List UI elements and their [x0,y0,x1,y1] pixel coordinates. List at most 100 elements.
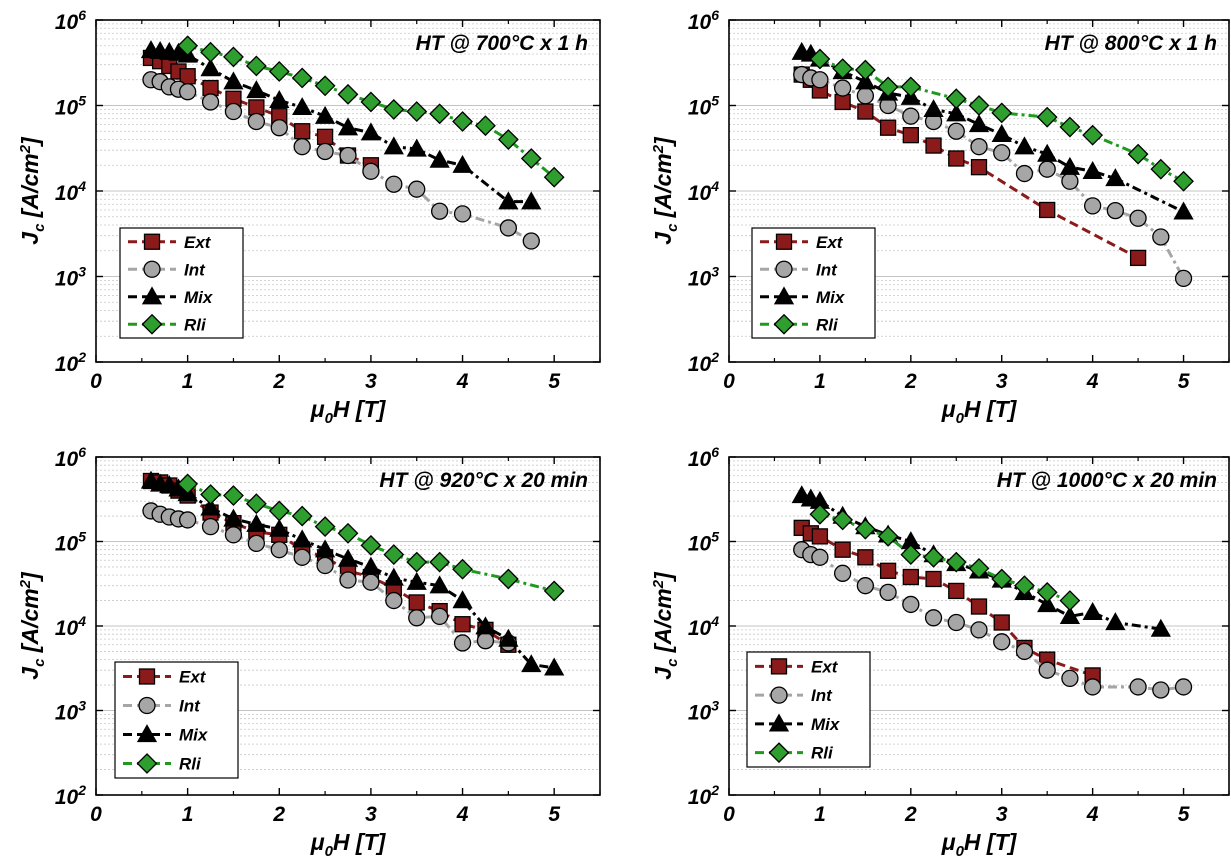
panel-title: HT @ 1000°C x 20 min [997,469,1217,492]
data-point-mix [855,71,876,90]
data-point-int [833,79,852,97]
data-point-mix [1082,602,1103,621]
legend-label-int: Int [816,260,838,279]
data-point-ext [834,93,851,111]
data-point-rli [429,103,451,125]
data-point-mix [406,138,427,157]
data-point-mix [200,58,221,77]
data-point-rli [877,76,899,98]
data-point-rli [406,101,428,122]
legend-marker-mix [768,713,790,732]
legend-marker-ext [770,658,788,675]
data-area [140,35,565,250]
data-point-int [362,573,380,591]
series-line-rli [819,57,1185,183]
data-point-ext [834,541,851,558]
data-point-ext [970,598,988,615]
data-point-mix [923,99,944,118]
y-tick-label: 103 [55,264,86,291]
data-point-mix [1037,143,1058,162]
data-point-int [362,162,380,180]
data-point-mix [521,654,542,673]
data-point-rli [268,500,290,522]
x-axis-label: μ0H [T] [941,396,1018,427]
data-point-rli [900,76,922,98]
data-point-rli [223,485,244,506]
x-tick-label: 1 [182,370,194,393]
x-tick-label: 0 [723,803,735,826]
data-point-rli [900,544,922,566]
y-tick-label: 103 [55,698,86,725]
y-tick-label: 105 [688,529,719,556]
data-point-int [453,205,472,223]
data-point-rli [497,129,519,150]
data-point-int [924,609,943,627]
legend-label-rli: Rli [811,744,834,763]
x-tick-label: 1 [814,803,826,826]
data-point-int [224,526,243,544]
data-point-rli [337,522,359,544]
data-point-int [1083,678,1102,696]
data-point-mix [429,575,450,594]
data-point-rli [543,166,565,188]
data-point-rli [854,59,876,81]
y-tick-label: 106 [55,444,86,471]
y-tick-label: 106 [688,444,719,471]
data-point-int [339,146,357,165]
series-line-mix [801,50,1185,214]
y-tick-label: 103 [688,264,719,291]
data-point-rli [832,58,854,80]
data-point-int [879,583,897,602]
data-point-mix [1173,201,1194,220]
data-point-ext [202,79,219,97]
data-point-rli [314,516,336,538]
data-point-int [1129,209,1147,227]
data-point-int [902,595,920,614]
data-point-ext [179,68,196,85]
x-tick-label: 4 [456,803,469,826]
y-tick-label: 102 [688,349,719,376]
legend-marker-rli [768,742,790,764]
data-point-rli [177,473,199,495]
data-point-mix [292,529,313,548]
data-point-rli [360,91,382,113]
data-point-int [811,548,829,566]
data-point-int [1038,160,1056,178]
data-point-mix [946,103,967,122]
data-point-rli [1127,143,1149,165]
data-point-rli [383,544,405,566]
data-point-mix [498,191,519,210]
data-point-int [430,607,449,626]
chart-panel-3: 0 1 2 3 4 5 102 103 104 105 106 μ0H [T] Jc [A/cm2] HT… [17,444,601,860]
legend-marker-rli [773,313,795,335]
data-point-ext [454,616,471,633]
data-point-int [270,119,288,137]
legend-label-ext: Ext [179,668,207,687]
data-point-ext [248,99,265,116]
legend-label-ext: Ext [184,233,212,252]
data-point-rli [200,41,221,63]
data-point-mix [1082,160,1103,179]
data-point-rli [1036,106,1058,128]
data-point-rli [200,484,221,505]
legend-marker-int [770,686,788,704]
data-point-mix [269,518,290,537]
data-point-ext [294,123,311,140]
legend-marker-mix [136,724,158,743]
data-point-ext [970,159,988,176]
data-point-rli [1059,116,1081,138]
data-point-int [430,202,449,220]
legend-box [114,661,239,779]
data-point-mix [452,590,473,609]
data-point-mix [314,539,336,558]
data-point-rli [314,75,336,97]
data-point-mix [1014,136,1035,155]
legend-label-ext: Ext [816,233,844,252]
data-point-rli [1059,590,1081,611]
series-line-mix [801,494,1162,631]
x-tick-label: 5 [548,370,560,393]
data-point-rli [809,48,831,70]
data-point-mix [246,80,267,99]
legend-label-mix: Mix [184,288,214,307]
